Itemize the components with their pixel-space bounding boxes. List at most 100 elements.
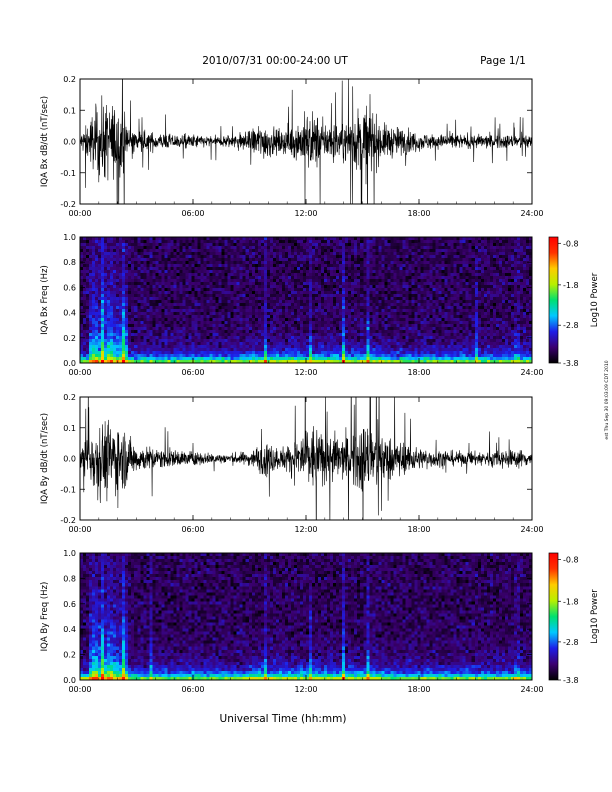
heatmap-cell: [315, 258, 319, 262]
heatmap-cell: [363, 255, 367, 259]
heatmap-cell: [363, 246, 367, 250]
heatmap-cell: [402, 336, 406, 340]
heatmap-cell: [378, 306, 382, 310]
heatmap-cell: [110, 249, 114, 253]
heatmap-cell: [233, 297, 237, 301]
heatmap-cell: [269, 249, 274, 253]
heatmap-cell: [390, 255, 394, 259]
heatmap-cell: [134, 306, 138, 310]
heatmap-cell: [152, 249, 156, 253]
heatmap-cell: [245, 327, 250, 331]
heatmap-cell: [251, 327, 256, 331]
heatmap-cell: [248, 315, 253, 319]
heatmap-cell: [146, 336, 150, 340]
heatmap-cell: [80, 255, 84, 259]
heatmap-cell: [101, 291, 105, 295]
heatmap-cell: [89, 246, 93, 250]
heatmap-cell: [122, 336, 126, 340]
heatmap-cell: [290, 273, 295, 277]
heatmap-cell: [182, 345, 186, 349]
heatmap-cell: [402, 255, 406, 259]
heatmap-cell: [390, 348, 394, 352]
heatmap-cell: [227, 306, 231, 310]
heatmap-cell: [423, 270, 427, 274]
heatmap-cell: [137, 246, 141, 250]
heatmap-cell: [251, 285, 256, 289]
heatmap-cell: [369, 303, 373, 307]
heatmap-cell: [354, 270, 358, 274]
heatmap-cell: [188, 342, 192, 346]
heatmap-cell: [185, 357, 189, 361]
heatmap-cell: [345, 240, 349, 244]
heatmap-cell: [215, 291, 219, 295]
heatmap-cell: [315, 285, 319, 289]
heatmap-cell: [128, 351, 132, 355]
heatmap-cell: [182, 321, 186, 325]
heatmap-cell: [182, 288, 186, 292]
heatmap-cell: [209, 312, 213, 316]
heatmap-cell: [318, 342, 322, 346]
heatmap-cell: [354, 345, 358, 349]
heatmap-cell: [251, 303, 256, 307]
heatmap-cell: [167, 318, 171, 322]
heatmap-cell: [188, 267, 192, 271]
heatmap-cell: [315, 291, 319, 295]
heatmap-cell: [239, 297, 244, 301]
heatmap-cell: [278, 273, 283, 277]
heatmap-cell: [315, 318, 319, 322]
heatmap-cell: [101, 324, 105, 328]
heatmap-cell: [378, 327, 382, 331]
heatmap-cell: [143, 252, 147, 256]
heatmap-cell: [318, 357, 322, 361]
heatmap-cell: [113, 270, 117, 274]
heatmap-cell: [399, 252, 403, 256]
heatmap-cell: [98, 345, 102, 349]
heatmap-cell: [293, 309, 298, 313]
heatmap-cell: [92, 318, 96, 322]
heatmap-cell: [318, 270, 322, 274]
heatmap-cell: [80, 324, 84, 328]
heatmap-cell: [318, 333, 322, 337]
heatmap-cell: [140, 252, 144, 256]
heatmap-cell: [200, 321, 204, 325]
heatmap-cell: [245, 354, 250, 358]
heatmap-cell: [269, 282, 274, 286]
heatmap-cell: [194, 330, 198, 334]
heatmap-cell: [302, 252, 307, 256]
heatmap-cell: [98, 291, 102, 295]
heatmap-cell: [179, 303, 183, 307]
heatmap-cell: [176, 330, 180, 334]
heatmap-cell: [299, 306, 304, 310]
heatmap-cell: [86, 288, 90, 292]
heatmap-cell: [420, 309, 424, 313]
heatmap-cell: [330, 297, 334, 301]
heatmap-cell: [293, 360, 298, 364]
heatmap-cell: [327, 282, 331, 286]
heatmap-cell: [324, 318, 328, 322]
heatmap-cell: [381, 306, 385, 310]
heatmap-cell: [176, 297, 180, 301]
heatmap-cell: [245, 360, 250, 364]
heatmap-cell: [348, 270, 352, 274]
heatmap-cell: [399, 279, 403, 283]
heatmap-cell: [393, 336, 397, 340]
heatmap-cell: [306, 285, 310, 289]
heatmap-cell: [89, 267, 93, 271]
heatmap-cell: [405, 273, 409, 277]
heatmap-cell: [357, 255, 361, 259]
heatmap-cell: [176, 315, 180, 319]
heatmap-cell: [266, 252, 271, 256]
heatmap-cell: [381, 285, 385, 289]
heatmap-cell: [354, 321, 358, 325]
heatmap-cell: [104, 258, 108, 262]
heatmap-cell: [351, 276, 355, 280]
heatmap-cell: [128, 330, 132, 334]
heatmap-cell: [327, 306, 331, 310]
heatmap-cell: [315, 300, 319, 304]
heatmap-cell: [296, 303, 301, 307]
heatmap-cell: [375, 294, 379, 298]
heatmap-cell: [339, 294, 343, 298]
heatmap-cell: [218, 279, 222, 283]
heatmap-cell: [215, 264, 219, 268]
heatmap-cell: [101, 240, 105, 244]
